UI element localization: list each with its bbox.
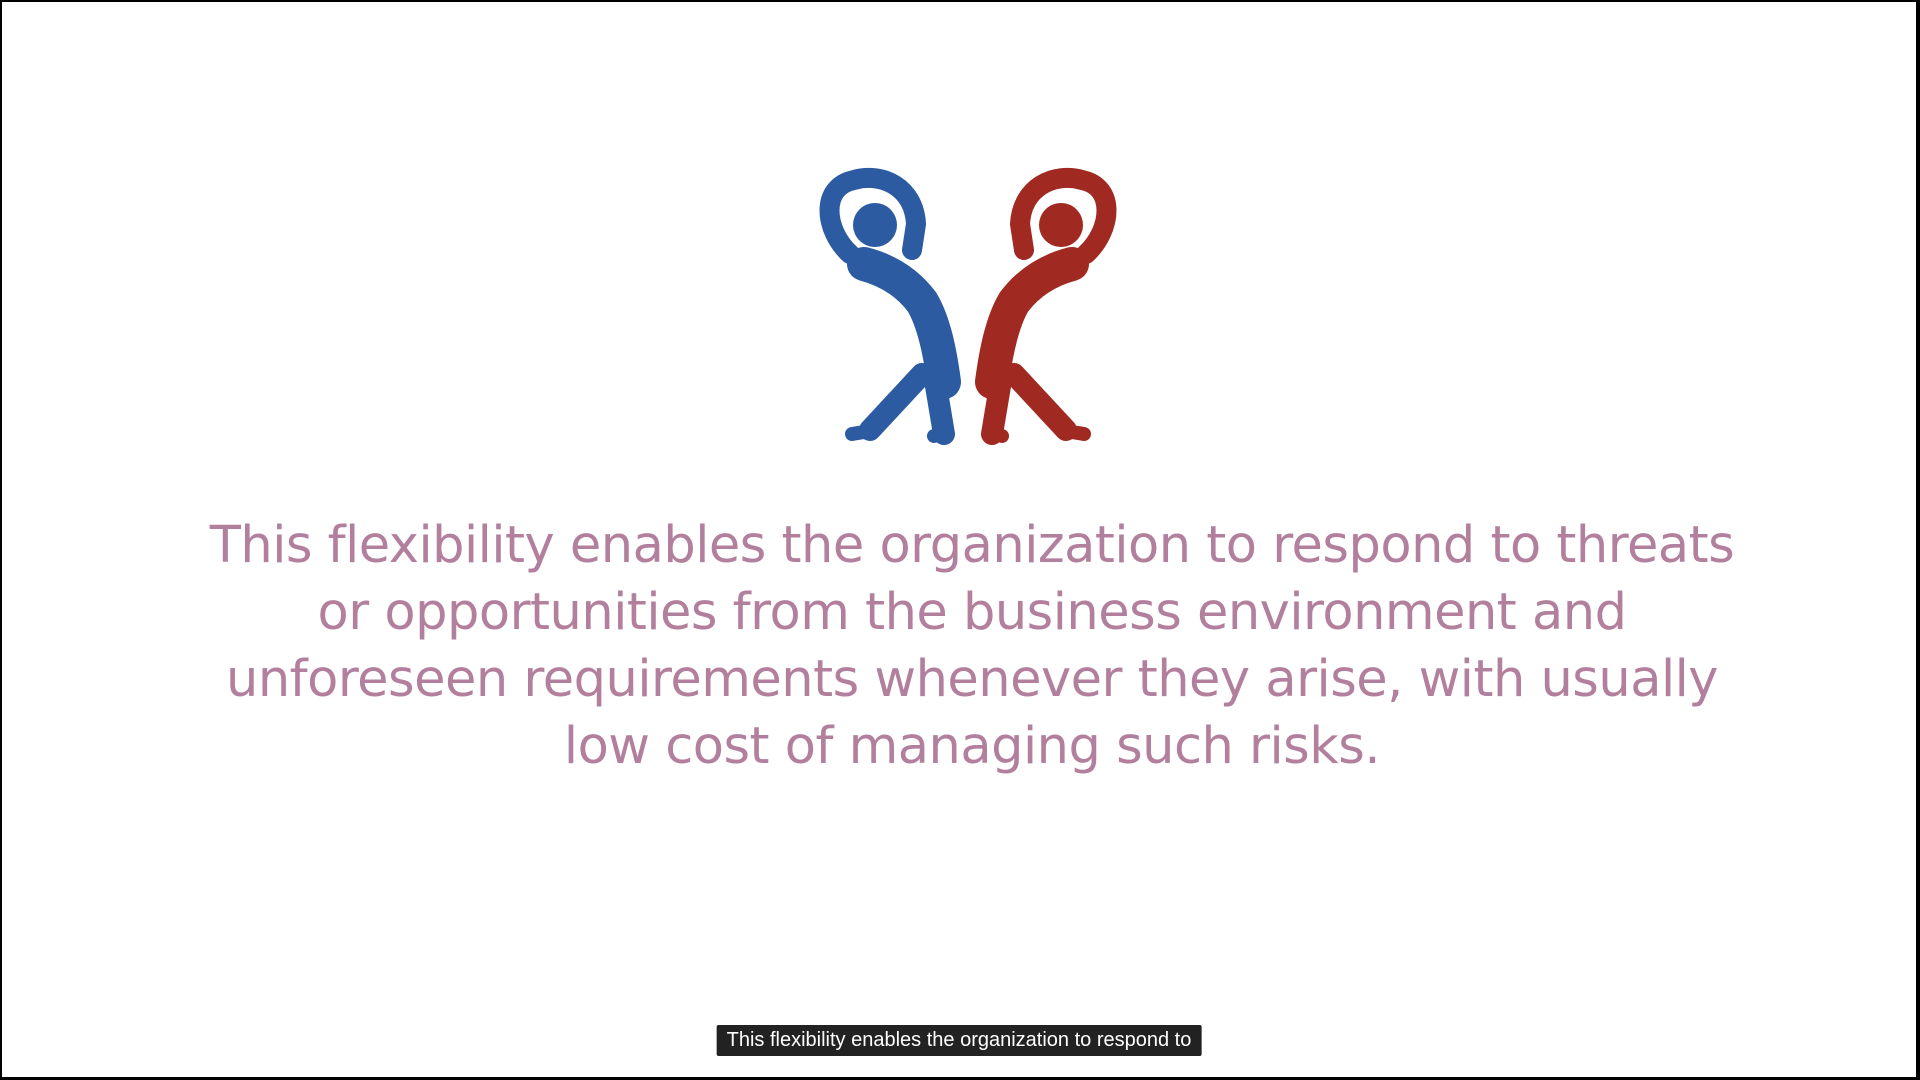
closed-caption: This flexibility enables the organizatio… bbox=[716, 1025, 1202, 1056]
slide-text-line: unforeseen requirements whenever they ar… bbox=[226, 650, 1718, 709]
slide-text-line: This flexibility enables the organizatio… bbox=[209, 516, 1735, 575]
slide-body-text: This flexibility enables the organizatio… bbox=[152, 512, 1792, 780]
slide-text-line: or opportunities from the business envir… bbox=[317, 583, 1627, 642]
red-figure-icon bbox=[975, 167, 1117, 445]
slide-text-line: low cost of managing such risks. bbox=[563, 717, 1381, 776]
blue-figure-icon bbox=[819, 167, 961, 445]
